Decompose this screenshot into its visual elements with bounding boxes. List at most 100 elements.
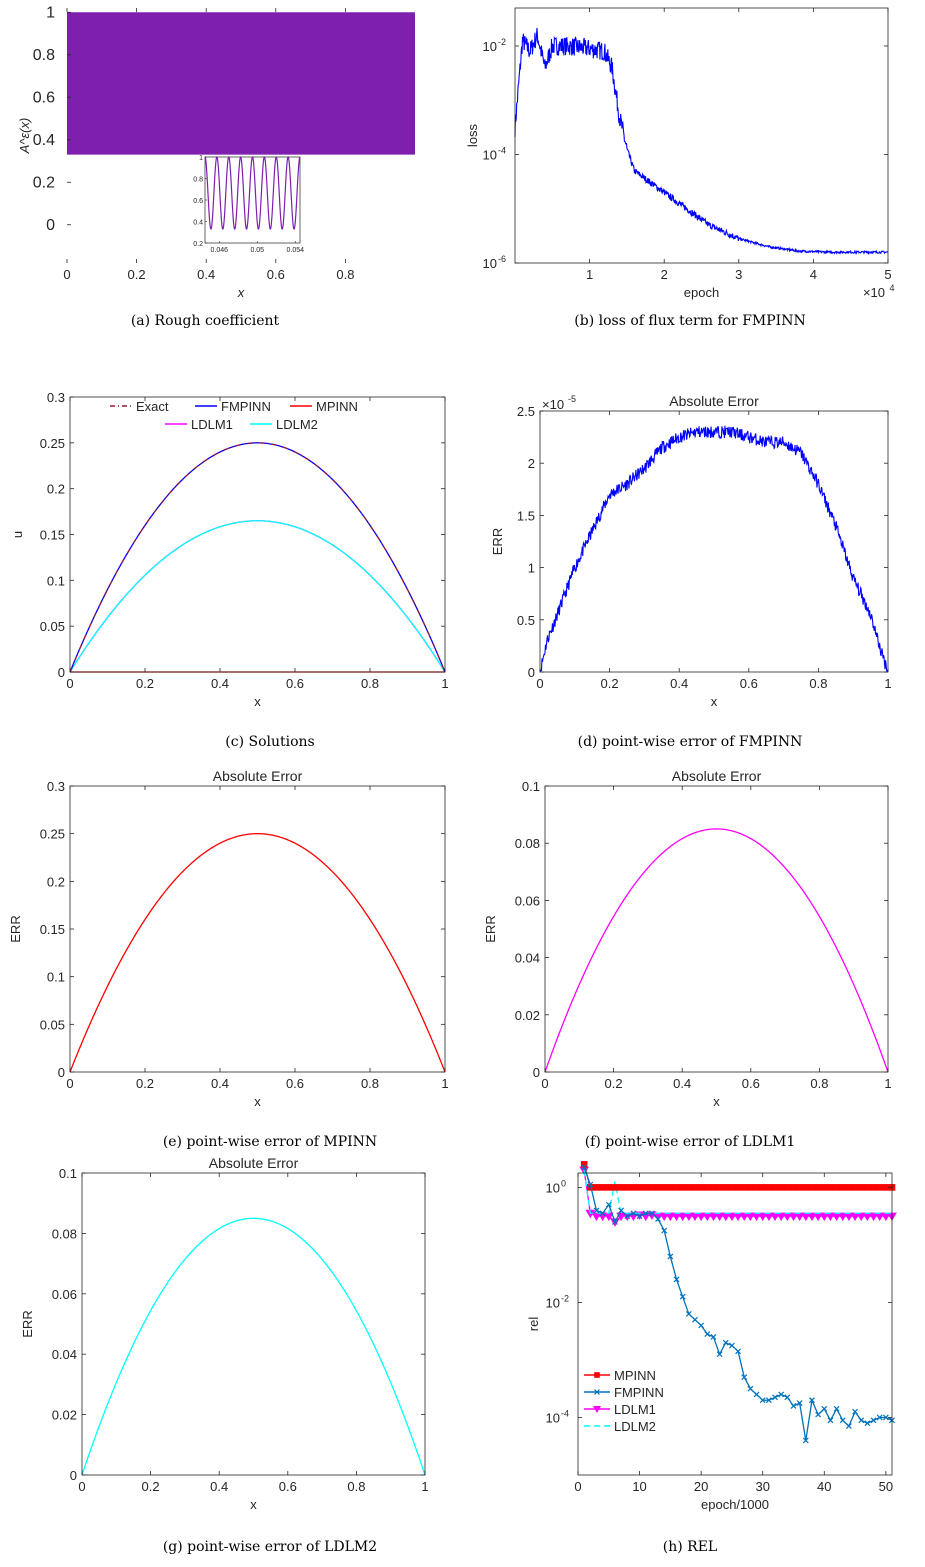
marker-x [802,1437,809,1444]
marker-square [593,1184,600,1191]
x-tick-label: 0 [574,1479,581,1494]
marker-square [740,1184,748,1191]
y-tick-label: 0.1 [522,779,540,794]
y-tick-label: 0.08 [52,1226,77,1241]
y-tick-label: 0.1 [47,573,65,588]
marker-x [772,1394,778,1401]
y-tick-label: 0.3 [47,779,65,794]
y-tick-exponent: -4 [498,145,506,155]
marker-square [648,1184,656,1191]
marker-square [796,1184,803,1191]
marker-square [716,1184,723,1191]
marker-x [673,1276,680,1283]
x-tick-label: 1 [586,267,593,282]
y-tick-label: 0.08 [515,836,540,851]
x-tick-label: 20 [694,1479,708,1494]
panel-title: Absolute Error [213,768,303,784]
panel-f-ldlm1-error: 0 0.2 0.4 0.6 0.8 1 x 0 0.02 0.04 0.06 0.08 0.1 Absol… [483,768,892,1150]
y-tick-label: 2 [528,456,535,471]
coefficient-band [67,12,415,155]
axes-box [577,1172,893,1476]
y-tick-label: 10 [483,39,497,54]
y-axis-label: u [10,531,25,538]
marker-x [581,1164,588,1171]
marker-triangle [677,1212,688,1222]
marker-square [722,1184,730,1191]
panel-title: Absolute Error [669,393,759,409]
x-tick-label: 0.8 [809,676,827,691]
x-axis-label: x [250,1497,257,1512]
marker-square [580,1161,588,1168]
marker-x [661,1227,668,1234]
inset-x-tick-label: 0.05 [250,247,264,254]
panel-caption: (f) point-wise error of LDLM1 [585,1134,796,1150]
panel-e-mpinn-error: 0 0.2 0.4 0.6 0.8 1 x 0 0.05 0.1 0.15 0.2 0.25 0.3 Abs… [8,768,449,1150]
x-tick-label: 4 [810,267,817,282]
y-tick-label: 0 [46,217,55,234]
panel-g-ldlm2-error: 0 0.2 0.4 0.6 0.8 1 x 0 0.02 0.04 0.06 0.08 0.1 Absol… [20,1155,429,1555]
marker-x [667,1253,674,1260]
x-tick-label: 0.2 [136,1076,154,1091]
marker-square [611,1184,619,1191]
y-tick-label: 0.05 [40,1017,65,1032]
y-tick-label: 1.5 [517,508,535,523]
y-tick-label: 10 [483,147,497,162]
x-tick-label: 0.2 [605,1076,623,1091]
y-tick-label: 0.6 [33,89,55,106]
marker-x [722,1339,729,1346]
x-axis-label: x [713,1094,720,1109]
marker-square [827,1184,834,1191]
marker-square [679,1184,686,1191]
y-tick-label: 0 [533,1065,540,1080]
marker-square [599,1184,606,1191]
y-tick-label: 0.25 [40,827,65,842]
marker-triangle [788,1212,799,1222]
plot-area [82,1173,425,1475]
y-tick-exponent: -4 [561,1408,569,1418]
plot-area [545,786,888,1072]
x-tick-label: 3 [735,267,742,282]
x-axis-label: x [711,694,718,709]
x-tick-label: 0 [78,1479,85,1494]
marker-x [864,1420,871,1427]
x-tick-label: 0.8 [361,1076,379,1091]
panel-caption: (a) Rough coefficient [131,313,280,329]
x-tick-label: 1 [884,676,891,691]
y-tick-label: 0.4 [33,132,55,149]
x-axis-label: epoch/1000 [701,1497,769,1512]
marker-square [753,1184,760,1191]
inset-x-tick-label: 0.046 [210,247,228,254]
y-axis-label: rel [526,1317,541,1332]
marker-x [698,1322,705,1329]
marker-square [703,1184,711,1191]
marker-x [630,1210,637,1217]
legend-marker [594,1389,600,1395]
marker-triangle [659,1212,670,1222]
x-tick-label: 0.8 [336,267,354,282]
axes-box [81,1172,426,1476]
y-tick-exponent: -6 [498,254,506,264]
panel-title: Absolute Error [672,768,762,784]
panel-caption: (h) REL [663,1539,717,1555]
inset-y-tick-label: 0.4 [193,220,203,227]
y-tick-label: 0.15 [40,528,65,543]
marker-x [876,1414,883,1421]
legend-marker [593,1406,601,1413]
error-curve [69,833,446,1073]
marker-square [864,1184,871,1191]
marker-x [685,1311,692,1317]
marker-square [734,1184,742,1191]
series-ldlm2 [69,520,446,673]
marker-triangle [708,1212,719,1222]
marker-square [839,1184,847,1191]
x-tick-label: 30 [755,1479,769,1494]
marker-square [765,1184,773,1191]
marker-triangle [819,1212,830,1222]
x-tick-label: 0 [63,267,70,282]
y-tick-label: 10 [483,256,497,271]
marker-square [790,1184,797,1191]
y-axis-label: ERR [20,1310,35,1337]
marker-square [802,1184,810,1191]
x-tick-label: 2 [661,267,668,282]
